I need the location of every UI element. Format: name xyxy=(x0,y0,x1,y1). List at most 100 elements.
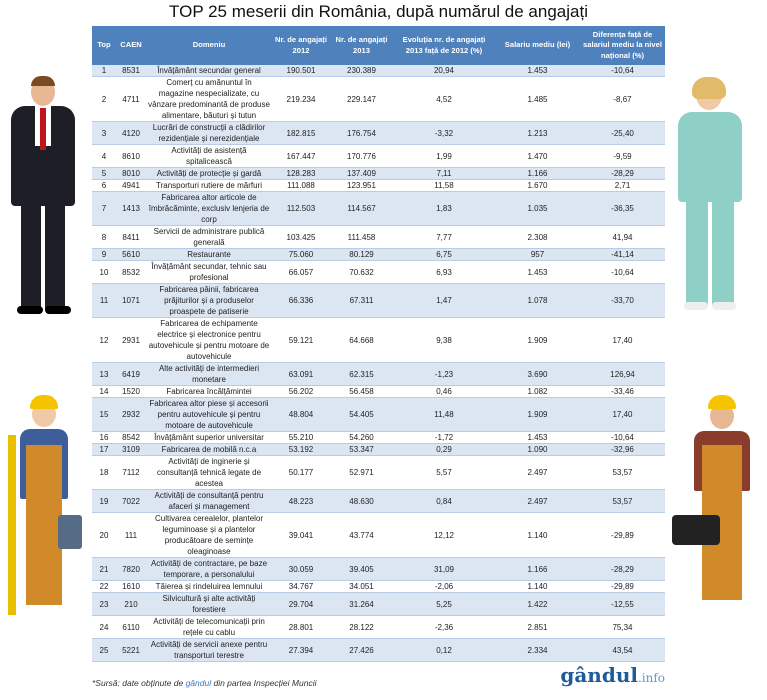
column-header-caen: CAEN xyxy=(116,26,146,65)
cell-domain: Silvicultură și alte activități forestie… xyxy=(146,592,272,616)
cell-avg-salary: 1.909 xyxy=(495,397,580,432)
column-header-salary-diff: Diferența față de salariul mediu la nive… xyxy=(580,26,665,65)
cell-caen: 1520 xyxy=(116,385,146,398)
cell-evolution: 11,58 xyxy=(393,179,495,192)
cell-employees-2013: 230.389 xyxy=(330,65,393,77)
cell-avg-salary: 1.078 xyxy=(495,283,580,318)
cell-employees-2012: 112.503 xyxy=(272,191,330,226)
logo-main: gândul xyxy=(560,663,638,687)
cell-salary-diff: -33,70 xyxy=(580,283,665,318)
cell-employees-2013: 28.122 xyxy=(330,615,393,639)
cell-top: 19 xyxy=(92,489,116,513)
table-row: 8 8411 Servicii de administrare publică ge… xyxy=(92,225,665,249)
cell-salary-diff: 53,57 xyxy=(580,455,665,490)
cell-employees-2013: 56.458 xyxy=(330,385,393,398)
cell-evolution: -2,36 xyxy=(393,615,495,639)
cell-top: 5 xyxy=(92,167,116,180)
cell-employees-2013: 39.405 xyxy=(330,557,393,581)
cell-salary-diff: 53,57 xyxy=(580,489,665,513)
cell-caen: 7820 xyxy=(116,557,146,581)
cell-domain: Servicii de administrare publică general… xyxy=(146,225,272,249)
cell-domain: Lucrări de construcții a clădirilor rezi… xyxy=(146,121,272,145)
table-row: 10 8532 Învățământ secundar, tehnic sau pr… xyxy=(92,260,665,284)
cell-top: 25 xyxy=(92,638,116,662)
cell-employees-2012: 182.815 xyxy=(272,121,330,145)
cell-salary-diff: -10,64 xyxy=(580,65,665,77)
cell-employees-2013: 137.409 xyxy=(330,167,393,180)
cell-employees-2012: 63.091 xyxy=(272,362,330,386)
cell-employees-2012: 59.121 xyxy=(272,317,330,363)
cell-employees-2012: 128.283 xyxy=(272,167,330,180)
cell-salary-diff: 75,34 xyxy=(580,615,665,639)
column-header-employees-2012: Nr. de angajați 2012 xyxy=(272,26,330,65)
cell-employees-2012: 167.447 xyxy=(272,144,330,168)
cell-caen: 5221 xyxy=(116,638,146,662)
cell-top: 2 xyxy=(92,76,116,122)
cell-salary-diff: 17,40 xyxy=(580,397,665,432)
cell-domain: Restaurante xyxy=(146,248,272,261)
table-row: 5 8010 Activități de protecție și gardă 128… xyxy=(92,167,665,180)
cell-domain: Activități de telecomunicații prin rețel… xyxy=(146,615,272,639)
cell-caen: 210 xyxy=(116,592,146,616)
cell-employees-2013: 43.774 xyxy=(330,512,393,558)
cell-salary-diff: -28,29 xyxy=(580,167,665,180)
gandul-logo: gândul.info xyxy=(560,664,665,689)
cell-evolution: 12,12 xyxy=(393,512,495,558)
table-row: 23 210 Silvicultură și alte activități for… xyxy=(92,592,665,616)
cell-employees-2012: 27.394 xyxy=(272,638,330,662)
cell-domain: Activități de servicii anexe pentru tran… xyxy=(146,638,272,662)
table-row: 2 4711 Comerț cu amănuntul în magazine nes… xyxy=(92,76,665,122)
jobs-table: Top CAEN Domeniu Nr. de angajați 2012 Nr. de… xyxy=(92,26,665,662)
cell-top: 7 xyxy=(92,191,116,226)
cell-domain: Alte activități de intermedieri monetare xyxy=(146,362,272,386)
cell-evolution: 20,94 xyxy=(393,65,495,77)
cell-top: 3 xyxy=(92,121,116,145)
cell-top: 20 xyxy=(92,512,116,558)
cell-caen: 6419 xyxy=(116,362,146,386)
cell-domain: Transporturi rutiere de mărfuri xyxy=(146,179,272,192)
table-row: 3 4120 Lucrări de construcții a clădirilor… xyxy=(92,121,665,145)
cell-evolution: 6,93 xyxy=(393,260,495,284)
cell-top: 22 xyxy=(92,580,116,593)
cell-evolution: 1,47 xyxy=(393,283,495,318)
cell-salary-diff: -25,40 xyxy=(580,121,665,145)
cell-employees-2012: 219.234 xyxy=(272,76,330,122)
cell-caen: 8542 xyxy=(116,431,146,444)
table-row: 15 2932 Fabricarea altor piese și accesori… xyxy=(92,397,665,432)
cell-avg-salary: 1.453 xyxy=(495,431,580,444)
cell-avg-salary: 1.470 xyxy=(495,144,580,168)
cell-caen: 8531 xyxy=(116,65,146,77)
cell-caen: 8411 xyxy=(116,225,146,249)
cell-employees-2012: 53.192 xyxy=(272,443,330,456)
cell-employees-2012: 34.767 xyxy=(272,580,330,593)
cell-salary-diff: -28,29 xyxy=(580,557,665,581)
table-row: 1 8531 Învățământ secundar general 190.501 2… xyxy=(92,65,665,77)
cell-employees-2013: 64.668 xyxy=(330,317,393,363)
table-row: 12 2931 Fabricarea de echipamente electric… xyxy=(92,317,665,363)
cell-evolution: -2,06 xyxy=(393,580,495,593)
column-header-domain: Domeniu xyxy=(146,26,272,65)
cell-employees-2012: 75.060 xyxy=(272,248,330,261)
table-header: Top CAEN Domeniu Nr. de angajați 2012 Nr. de… xyxy=(92,26,665,65)
cell-caen: 4941 xyxy=(116,179,146,192)
cell-domain: Învățământ secundar general xyxy=(146,65,272,77)
table-row: 6 4941 Transporturi rutiere de mărfuri 111.… xyxy=(92,179,665,192)
cell-avg-salary: 2.308 xyxy=(495,225,580,249)
table-row: 14 1520 Fabricarea încălțămintei 56.202 56.4… xyxy=(92,385,665,398)
cell-employees-2013: 48.630 xyxy=(330,489,393,513)
cell-caen: 3109 xyxy=(116,443,146,456)
cell-top: 18 xyxy=(92,455,116,490)
cell-avg-salary: 1.090 xyxy=(495,443,580,456)
cell-evolution: 1,83 xyxy=(393,191,495,226)
cell-employees-2013: 80.129 xyxy=(330,248,393,261)
cell-employees-2013: 54.405 xyxy=(330,397,393,432)
cell-caen: 5610 xyxy=(116,248,146,261)
cell-evolution: 0,29 xyxy=(393,443,495,456)
cell-caen: 7022 xyxy=(116,489,146,513)
cell-salary-diff: -29,89 xyxy=(580,512,665,558)
cell-employees-2013: 52.971 xyxy=(330,455,393,490)
cell-employees-2013: 176.754 xyxy=(330,121,393,145)
cell-caen: 8610 xyxy=(116,144,146,168)
cell-employees-2012: 39.041 xyxy=(272,512,330,558)
cell-caen: 1610 xyxy=(116,580,146,593)
